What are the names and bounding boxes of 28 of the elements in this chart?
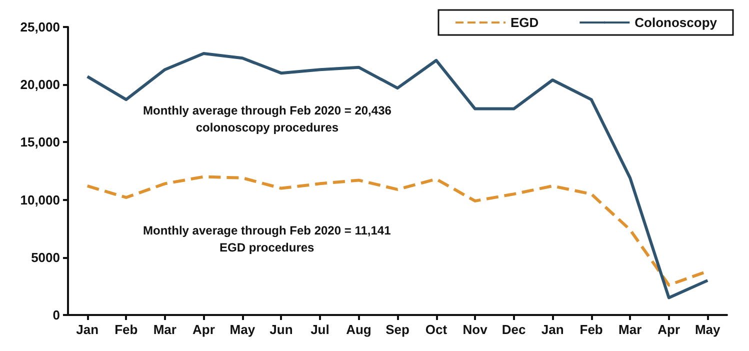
- x-tick-label: Jun: [270, 322, 293, 337]
- x-tick-label: Feb: [580, 322, 603, 337]
- x-tick-label: Jan: [76, 322, 99, 337]
- y-tick-label: 15,000: [20, 134, 60, 150]
- x-tick-label: Mar: [618, 322, 642, 337]
- legend-label: Colonoscopy: [634, 15, 718, 30]
- x-tick-label: Oct: [425, 322, 448, 337]
- annotation: Monthly average through Feb 2020 = 11,141 EGD procedures: [142, 224, 392, 254]
- x-tick-label: Jul: [310, 322, 330, 337]
- y-tick-label: 10,000: [20, 192, 60, 208]
- x-tick-label: Feb: [114, 322, 138, 337]
- x-tick-label: Nov: [462, 322, 488, 337]
- annotation: Monthly average through Feb 2020 = 20,436 colonoscopy procedures: [143, 104, 392, 134]
- y-tick-label: 0: [52, 308, 60, 322]
- x-tick-label: Apr: [192, 322, 215, 337]
- x-tick-label: Aug: [346, 322, 372, 337]
- y-tick-label: 20,000: [20, 77, 60, 92]
- y-tick-label: 5000: [31, 250, 60, 265]
- legend-label: EGD: [510, 15, 539, 30]
- x-tick-label: May: [230, 322, 256, 337]
- x-tick-label: Apr: [658, 322, 680, 337]
- x-tick-label: May: [694, 322, 722, 337]
- y-tick-label: 25,000: [20, 20, 60, 34]
- line-series: [86, 52, 710, 300]
- x-tick-label: Jan: [541, 322, 564, 337]
- x-tick-label: Sep: [386, 322, 410, 337]
- x-tick-label: Mar: [153, 322, 176, 337]
- x-tick-label: Dec: [502, 322, 526, 337]
